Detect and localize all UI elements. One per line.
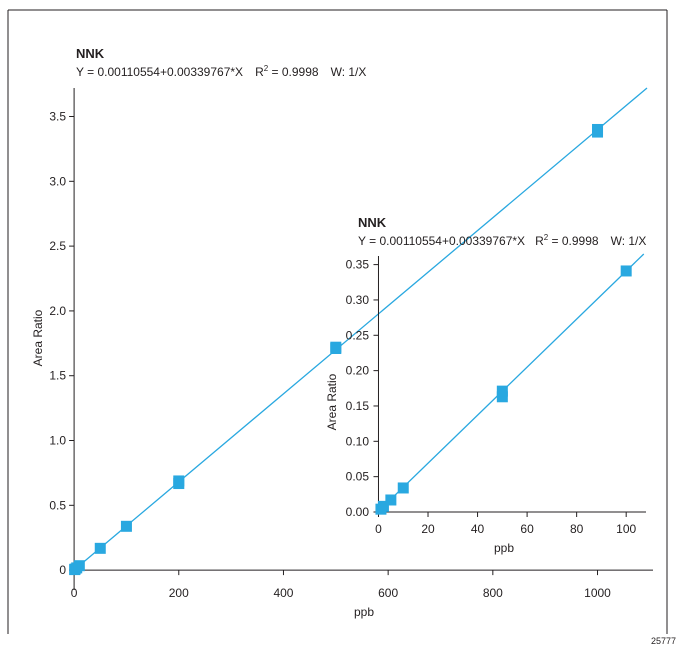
main-y-tick-label: 2.5: [49, 239, 66, 253]
main-y-axis-label: Area Ratio: [31, 309, 45, 366]
main-chart-equation: Y = 0.00110554+0.00339767*X R2 = 0.9998 W:…: [76, 64, 366, 79]
inset-y-tick-label: 0.35: [346, 258, 370, 272]
inset-chart-title: NNK: [358, 215, 387, 230]
inset-x-tick-label: 0: [375, 522, 382, 536]
inset-x-tick-label: 20: [421, 522, 435, 536]
main-data-point: [592, 123, 604, 135]
main-x-tick-label: 800: [483, 586, 503, 600]
inset-data-point: [397, 482, 409, 494]
inset-data-point: [620, 265, 632, 277]
inset-plot-area: 0 20 40 60 80 100 0.00 0.05 0.10 0.15 0.20 0.25 0.30…: [346, 253, 646, 536]
main-data-point: [120, 520, 132, 532]
inset-y-tick-label: 0.10: [346, 434, 370, 448]
main-x-axis-label: ppb: [354, 605, 374, 619]
inset-data-point: [377, 500, 389, 512]
inset-chart-equation: Y = 0.00110554+0.00339767*X R2 = 0.9998 W:…: [358, 233, 646, 248]
main-y-tick-label: 0: [59, 563, 66, 577]
inset-x-tick-label: 60: [520, 522, 534, 536]
main-y-tick-label: 2.0: [49, 304, 66, 318]
main-x-tick-label: 200: [169, 586, 189, 600]
main-y-tick-label: 3.5: [49, 110, 66, 124]
main-x-tick-label: 600: [378, 586, 398, 600]
main-data-point: [330, 341, 342, 353]
inset-data-point: [385, 494, 397, 506]
main-data-point: [73, 560, 85, 572]
main-y-tick-label: 1.0: [49, 434, 66, 448]
main-x-tick-label: 400: [273, 586, 293, 600]
main-data-point: [173, 475, 185, 487]
inset-x-tick-label: 40: [471, 522, 485, 536]
inset-y-tick-label: 0.00: [346, 505, 370, 519]
main-y-tick-label: 0.5: [49, 498, 66, 512]
inset-y-tick-label: 0.25: [346, 328, 370, 342]
figure-number: 25777: [651, 636, 676, 646]
inset-x-tick-label: 80: [570, 522, 584, 536]
inset-data-point: [496, 391, 508, 403]
main-chart-title: NNK: [76, 46, 105, 61]
inset-y-tick-label: 0.30: [346, 293, 370, 307]
main-fit-line: [73, 87, 648, 571]
inset-fit-line: [378, 253, 645, 512]
main-x-tick-label: 0: [71, 586, 78, 600]
main-y-tick-label: 1.5: [49, 369, 66, 383]
main-data-point: [94, 542, 106, 554]
inset-y-tick-label: 0.20: [346, 364, 370, 378]
inset-x-tick-label: 100: [616, 522, 636, 536]
inset-data-point: [496, 385, 508, 397]
main-x-tick-label: 1000: [584, 586, 611, 600]
inset-y-axis-label: Area Ratio: [325, 373, 339, 430]
main-y-tick-label: 3.0: [49, 174, 66, 188]
inset-x-axis-label: ppb: [494, 541, 514, 555]
inset-y-tick-label: 0.05: [346, 470, 370, 484]
inset-y-tick-label: 0.15: [346, 399, 370, 413]
